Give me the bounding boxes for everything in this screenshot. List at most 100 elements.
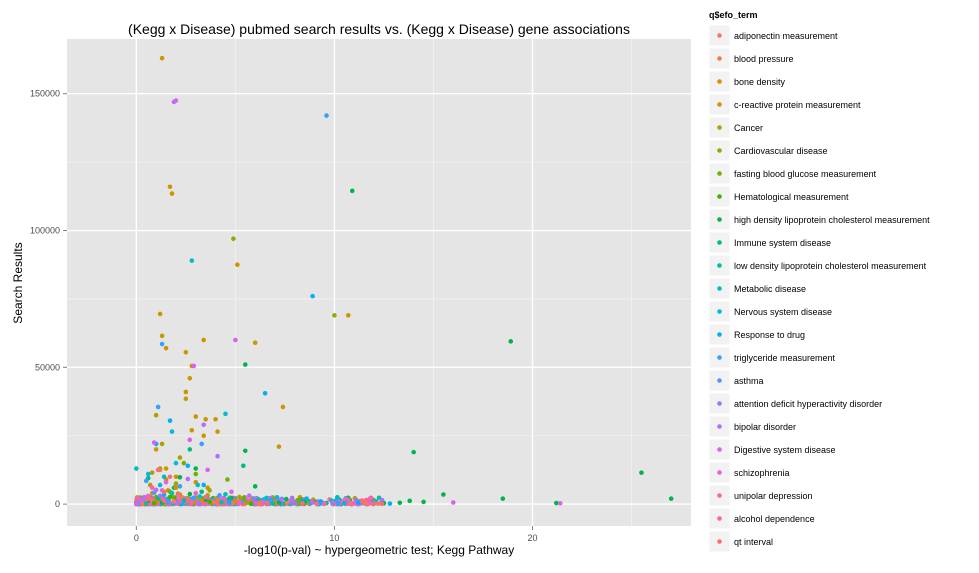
data-point: [407, 498, 413, 504]
data-point: [375, 501, 381, 507]
legend-label: bone density: [734, 77, 786, 87]
data-point: [203, 416, 208, 422]
legend-key-point: [717, 516, 722, 521]
data-point: [137, 497, 143, 503]
data-point: [203, 494, 208, 500]
data-point: [163, 345, 169, 351]
data-point: [143, 478, 149, 484]
legend-key-point: [717, 148, 722, 153]
legend-key-point: [717, 194, 722, 199]
legend-label: triglyceride measurement: [734, 353, 836, 363]
y-tick-label: 100000: [30, 226, 60, 236]
data-point: [187, 491, 193, 497]
data-point: [450, 500, 456, 505]
data-point: [225, 477, 230, 482]
data-point: [201, 433, 206, 439]
data-point: [159, 55, 165, 61]
data-point: [233, 499, 238, 504]
data-point: [310, 293, 315, 299]
data-point: [163, 466, 169, 471]
data-point: [169, 429, 175, 434]
data-point: [199, 497, 205, 503]
data-point: [284, 500, 290, 506]
data-point: [183, 389, 189, 395]
data-point: [145, 471, 151, 477]
data-point: [189, 258, 195, 263]
data-point: [189, 427, 195, 433]
data-point: [153, 412, 159, 418]
data-point: [371, 501, 377, 506]
legend-label: schizophrenia: [734, 468, 790, 478]
data-point: [345, 313, 351, 318]
data-point: [304, 496, 309, 501]
data-point: [318, 499, 323, 504]
legend-label: fasting blood glucose measurement: [734, 169, 877, 179]
data-point: [143, 500, 149, 506]
data-point: [187, 375, 193, 381]
legend-label: Metabolic disease: [734, 284, 806, 294]
data-point: [246, 493, 252, 498]
data-point: [167, 494, 173, 500]
legend-key-point: [717, 378, 722, 383]
data-point: [163, 479, 169, 485]
data-point: [195, 482, 201, 488]
legend-label: asthma: [734, 376, 764, 386]
data-point: [264, 500, 270, 506]
data-point: [508, 339, 514, 344]
chart-title: (Kegg x Disease) pubmed search results v…: [128, 21, 630, 37]
data-point: [191, 495, 197, 501]
data-point: [397, 500, 403, 506]
data-point: [310, 500, 315, 505]
y-tick-label: 50000: [35, 362, 60, 372]
data-point: [237, 494, 242, 500]
legend-key-point: [717, 79, 722, 84]
data-point: [197, 494, 203, 499]
legend-key-point: [717, 286, 722, 291]
data-point: [252, 500, 258, 506]
legend-label: Immune system disease: [734, 238, 831, 248]
plot-panel: [67, 39, 691, 526]
data-point: [139, 501, 145, 506]
data-point: [187, 437, 193, 443]
data-point: [296, 500, 302, 506]
data-point: [314, 501, 319, 506]
legend-label: Hematological measurement: [734, 192, 849, 202]
data-point: [157, 493, 163, 499]
data-point: [300, 500, 306, 506]
legend-key-point: [717, 470, 722, 475]
data-point: [215, 453, 220, 459]
legend-label: Cardiovascular disease: [734, 146, 828, 156]
data-point: [171, 499, 177, 504]
data-point: [183, 349, 189, 355]
legend: q$efo_term adiponectin measurement blood …: [708, 10, 930, 553]
data-point: [332, 313, 337, 318]
legend-key-point: [717, 33, 722, 38]
data-point: [227, 499, 232, 505]
data-point: [276, 444, 282, 449]
data-point: [235, 262, 240, 268]
data-point: [274, 494, 280, 500]
data-point: [151, 440, 157, 445]
data-point: [173, 481, 179, 486]
data-point: [237, 500, 242, 505]
legend-label: c-reactive protein measurement: [734, 100, 861, 110]
legend-key-point: [717, 355, 722, 360]
legend-key-point: [717, 102, 722, 107]
data-point: [201, 337, 206, 343]
data-point: [322, 501, 327, 506]
data-point: [270, 501, 276, 507]
data-point: [134, 501, 139, 507]
data-point: [189, 500, 195, 505]
data-point: [177, 475, 183, 480]
y-axis-label: Search Results: [11, 242, 25, 323]
data-point: [342, 500, 347, 506]
data-point: [175, 493, 181, 498]
data-point: [149, 470, 155, 475]
data-point: [251, 496, 257, 501]
data-point: [500, 496, 506, 501]
legend-key-point: [717, 125, 722, 130]
data-point: [205, 467, 210, 473]
data-point: [217, 493, 222, 498]
data-point: [159, 441, 165, 447]
